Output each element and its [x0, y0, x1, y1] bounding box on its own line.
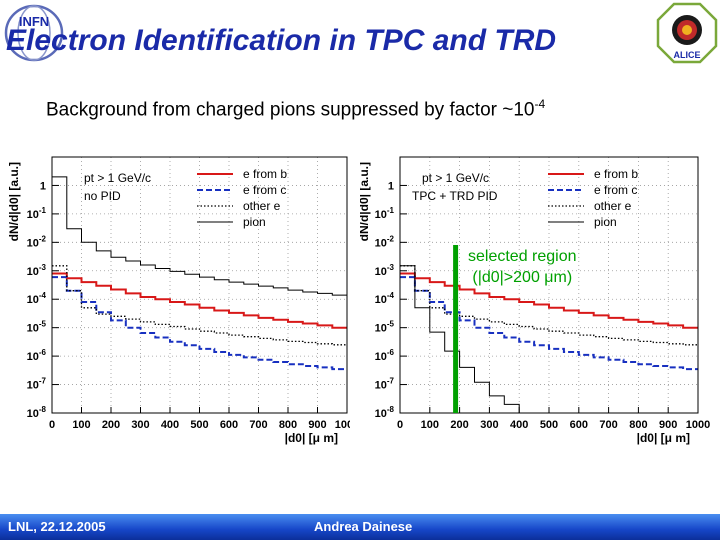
y-axis-title: dN/d|d0| [a.u.]: [7, 162, 21, 241]
x-tick-label: 1000: [335, 419, 350, 431]
selected-region-label: selected region (|d0|>200 μm): [468, 246, 577, 288]
y-axis-title: dN/d|d0| [a.u.]: [360, 162, 371, 241]
legend-label: e from b: [243, 167, 287, 181]
alice-logo-graphic: ALICE: [656, 2, 718, 64]
pid-label: TPC + TRD PID: [412, 189, 498, 203]
y-tick-label: 10-1: [27, 206, 47, 221]
x-axis-title: |d0| [μ m]: [285, 431, 338, 445]
chart-no-pid: 0 100 200 300 400 500 600 700 800 900 1000 1 10-1 10-…: [0, 150, 360, 450]
x-tick-label: 700: [249, 419, 267, 431]
cut-label: pt > 1 GeV/c: [422, 171, 489, 185]
footer-date: LNL, 22.12.2005: [8, 519, 106, 534]
subtitle-exponent: -4: [534, 97, 546, 111]
legend-label: pion: [243, 215, 266, 229]
y-tick-label: 10-1: [375, 206, 395, 221]
page-title: Electron Identification in TPC and TRD: [6, 24, 557, 57]
x-tick-label: 100: [421, 419, 439, 431]
series-line-e-from-b: [52, 272, 347, 329]
alice-logo-text: ALICE: [674, 50, 701, 60]
y-tick-label: 10-3: [375, 263, 395, 278]
y-tick-label: 10-2: [375, 234, 395, 249]
legend-label: e from c: [594, 183, 637, 197]
y-tick-label: 10-4: [27, 291, 47, 306]
y-tick-label: 1: [388, 180, 394, 192]
chart-tpc-trd-pid: 0 100 200 300 400 500 600 700 800 900 1000 1 10-1 10-…: [357, 150, 711, 450]
y-tick-label: 10-7: [375, 377, 395, 392]
infn-logo: INFN: [2, 0, 72, 71]
subtitle: Background from charged pions suppressed…: [46, 97, 545, 121]
x-tick-label: 400: [510, 419, 528, 431]
x-tick-label: 300: [480, 419, 498, 431]
x-tick-label: 0: [49, 419, 55, 431]
series-line-other-e: [52, 265, 347, 346]
x-tick-label: 700: [599, 419, 617, 431]
legend: e from b e from c other e pion: [197, 167, 287, 229]
x-tick-label: 400: [161, 419, 179, 431]
y-tick-label: 10-6: [375, 348, 395, 363]
x-tick-label: 900: [659, 419, 677, 431]
x-tick-label: 200: [450, 419, 468, 431]
cut-label: pt > 1 GeV/c: [84, 171, 151, 185]
y-tick-label: 10-4: [375, 291, 395, 306]
y-tick-label: 10-3: [27, 263, 47, 278]
infn-logo-graphic: INFN: [4, 4, 64, 62]
legend: e from b e from c other e pion: [548, 167, 638, 229]
y-tick-label: 10-5: [375, 320, 395, 335]
x-tick-label: 1000: [686, 419, 710, 431]
y-tick-label: 10-5: [27, 320, 47, 335]
legend-label: other e: [243, 199, 281, 213]
x-tick-label: 200: [102, 419, 120, 431]
alice-logo: ALICE: [654, 0, 720, 71]
footer-bar: LNL, 22.12.2005 Andrea Dainese: [0, 514, 720, 540]
chart-ticks: 0 100 200 300 400 500 600 700 800 900 1000 1 10-1 10-…: [375, 180, 711, 431]
x-tick-label: 500: [540, 419, 558, 431]
x-tick-label: 500: [190, 419, 208, 431]
y-tick-label: 10-7: [27, 377, 47, 392]
series-line-pion: [52, 176, 347, 296]
x-tick-label: 800: [279, 419, 297, 431]
selected-region-line1: selected region: [468, 248, 577, 265]
footer-author: Andrea Dainese: [314, 519, 413, 534]
x-tick-label: 0: [397, 419, 403, 431]
selected-region-line2: (|d0|>200 μm): [472, 269, 573, 286]
x-tick-label: 300: [131, 419, 149, 431]
x-tick-label: 900: [308, 419, 326, 431]
x-tick-label: 100: [72, 419, 90, 431]
legend-label: e from b: [594, 167, 638, 181]
x-tick-label: 800: [629, 419, 647, 431]
legend-label: other e: [594, 199, 632, 213]
x-axis-title: |d0| [μ m]: [637, 431, 690, 445]
x-tick-label: 600: [570, 419, 588, 431]
y-tick-label: 10-6: [27, 348, 47, 363]
x-tick-label: 600: [220, 419, 238, 431]
series-line-e-from-c: [52, 276, 347, 371]
y-tick-label: 10-2: [27, 234, 47, 249]
y-tick-label: 1: [40, 180, 46, 192]
series-line-e-from-b: [400, 272, 698, 329]
series-line-e-from-c: [400, 276, 698, 371]
infn-logo-text: INFN: [19, 14, 49, 29]
chart-tpc-trd-pid-svg: 0 100 200 300 400 500 600 700 800 900 1000 1 10-1 10-…: [357, 156, 711, 445]
legend-label: pion: [594, 215, 617, 229]
legend-label: e from c: [243, 183, 286, 197]
y-tick-label: 10-8: [27, 405, 47, 420]
chart-series: [52, 176, 347, 371]
chart-no-pid-svg: 0 100 200 300 400 500 600 700 800 900 1000 1 10-1 10-…: [7, 156, 360, 445]
pid-label: no PID: [84, 189, 121, 203]
chart-ticks: 0 100 200 300 400 500 600 700 800 900 1000 1 10-1 10-…: [27, 180, 360, 431]
subtitle-main: Background from charged pions suppressed…: [46, 99, 535, 121]
y-tick-label: 10-8: [375, 405, 395, 420]
